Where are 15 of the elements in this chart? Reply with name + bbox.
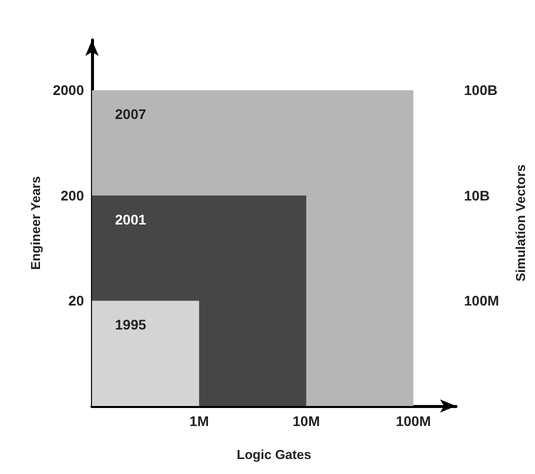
series-label: 1995 bbox=[115, 316, 146, 333]
x-tick-label: 10M bbox=[292, 413, 320, 429]
text: 100M bbox=[464, 292, 500, 309]
text: 100B bbox=[464, 82, 498, 98]
y-tick-label: 2000 bbox=[52, 82, 84, 98]
series-label: 2001 bbox=[115, 211, 146, 228]
x-tick-label: 1M bbox=[189, 413, 209, 429]
text: 10B bbox=[464, 187, 490, 204]
y2-axis-title: Simulation Vectors bbox=[513, 164, 528, 282]
y-tick-label: 20 bbox=[68, 292, 84, 309]
series-label: 2007 bbox=[115, 106, 146, 122]
y-axis-title: Engineer Years bbox=[28, 176, 43, 270]
x-axis-title: Logic Gates bbox=[236, 447, 312, 462]
x-tick-label: 100M bbox=[396, 413, 431, 429]
y-tick-label: 200 bbox=[60, 187, 84, 204]
